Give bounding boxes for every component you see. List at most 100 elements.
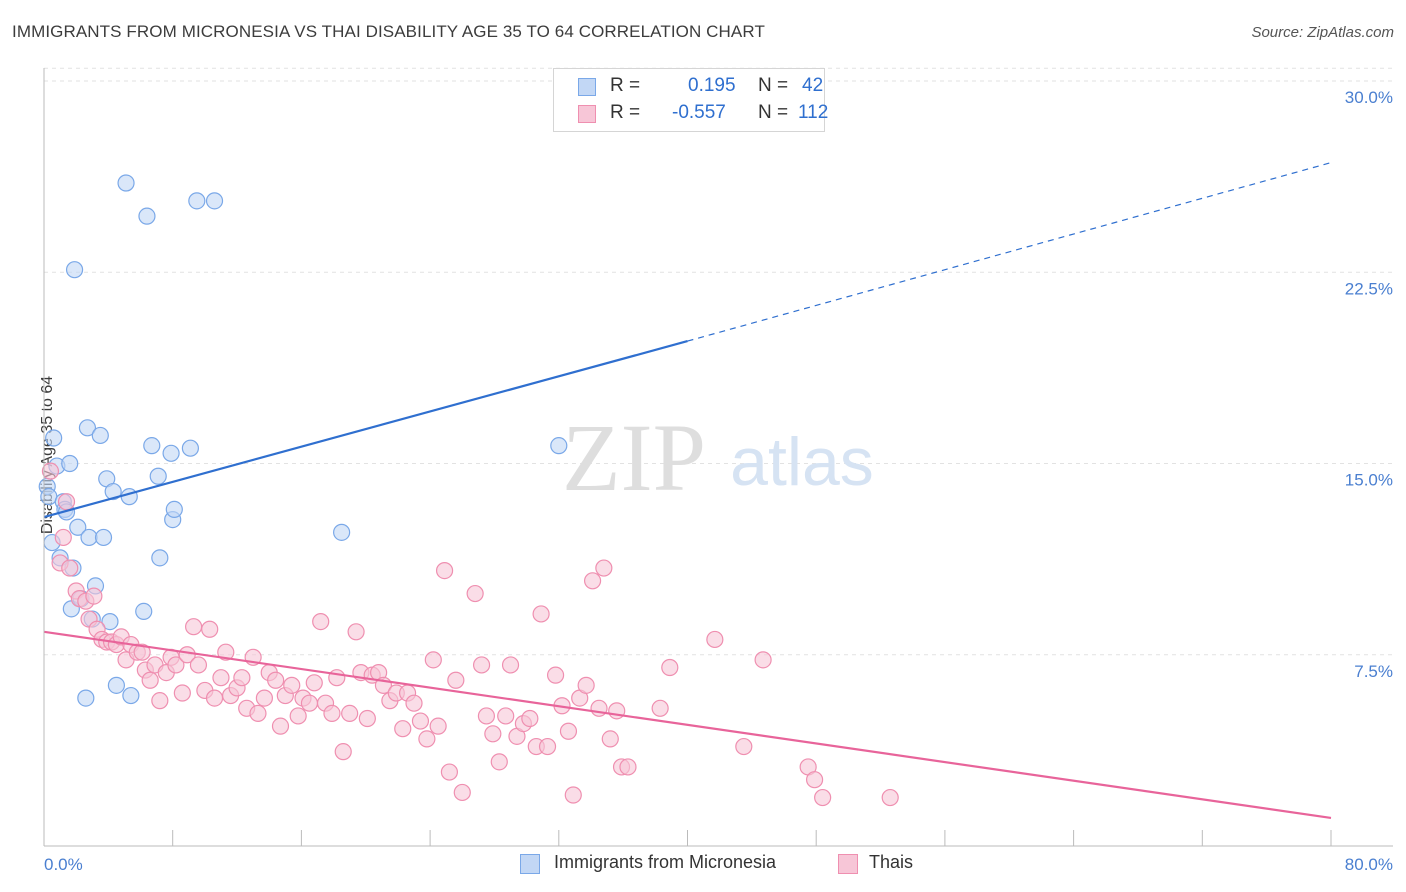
data-point [805,771,824,789]
data-point [77,689,95,707]
thais-swatch [578,105,596,123]
data-point [151,549,169,567]
data-point [300,694,319,712]
data-point [217,643,235,661]
data-point [347,623,365,641]
data-point [40,488,58,506]
data-point [135,602,153,621]
data-points [38,174,899,807]
data-point [104,482,122,501]
data-point [205,689,224,707]
data-point [550,437,568,455]
data-point [122,686,140,705]
data-point [447,671,465,689]
data-point [212,669,230,687]
data-point [54,528,72,547]
data-point [501,656,520,674]
data-point [328,669,346,687]
data-point [189,656,208,674]
micronesia-legend-label: Immigrants from Micronesia [554,852,777,872]
data-point [162,444,180,462]
data-point [484,725,502,743]
y-tick-label: 30.0% [1345,88,1393,107]
data-point [69,518,87,536]
data-point [538,737,557,756]
r-value: -0.557 [672,102,726,123]
data-point [255,689,273,707]
data-point [661,658,679,677]
data-point [595,559,613,577]
data-point [283,676,301,694]
data-point [141,671,159,689]
watermark: ZIP atlas [562,404,874,511]
data-point [45,429,63,447]
axes: 0.0% 80.0% [43,68,1393,874]
data-point [601,730,619,748]
data-point [521,709,539,728]
data-point [754,651,772,669]
r-label: R = [610,75,641,96]
data-point [185,618,203,636]
data-point [490,753,508,771]
data-point [305,674,323,692]
source-label: Source: ZipAtlas.com [1251,24,1394,41]
data-point [101,612,119,631]
y-tick-label: 7.5% [1354,662,1393,681]
micronesia-legend-swatch [520,854,540,874]
trend-line [43,340,688,519]
trend-lines [43,162,1332,820]
data-point [181,439,199,457]
data-point [133,643,151,661]
data-point [577,676,595,694]
data-point [532,605,550,623]
data-point [94,528,113,547]
data-point [57,493,76,511]
data-point [85,587,103,605]
data-point [405,694,423,712]
data-point [497,707,515,725]
data-point [61,454,79,473]
data-point [651,699,669,717]
data-point [117,174,135,192]
thais-legend-label: Thais [869,852,914,872]
data-point [138,207,156,225]
y-tick-label: 15.0% [1345,471,1393,490]
data-point [546,666,565,684]
grid-lines: 7.5% 15.0% 22.5% 30.0% [44,67,1393,681]
n-label: N = [758,102,789,123]
data-point [435,561,454,580]
data-point [706,630,724,649]
data-point [143,437,161,455]
data-point [61,559,79,577]
data-point [358,709,376,728]
data-point [619,758,637,776]
data-point [411,712,430,730]
data-point [205,192,224,210]
data-point [341,704,359,723]
data-point [149,467,167,485]
data-point [65,261,84,279]
data-point [249,704,267,723]
n-value: 42 [802,75,824,96]
data-point [188,192,206,210]
data-point [167,656,185,674]
data-point [107,676,125,694]
data-point [120,488,138,506]
data-point [165,500,183,518]
data-point [814,788,832,807]
data-point [91,426,109,445]
data-point [41,462,60,480]
data-point [334,743,352,761]
data-point [201,620,219,638]
stats-legend: R = 0.195 N = 42 R = -0.557 N = 112 [553,68,828,132]
trend-line [43,630,1332,820]
x-tick-label-max: 80.0% [1345,855,1393,874]
data-point [424,651,442,669]
data-point [429,717,447,735]
r-value: 0.195 [688,75,736,96]
data-point [466,584,484,603]
data-point [564,786,582,804]
data-point [333,523,351,541]
data-point [78,419,97,437]
data-point [881,788,899,807]
